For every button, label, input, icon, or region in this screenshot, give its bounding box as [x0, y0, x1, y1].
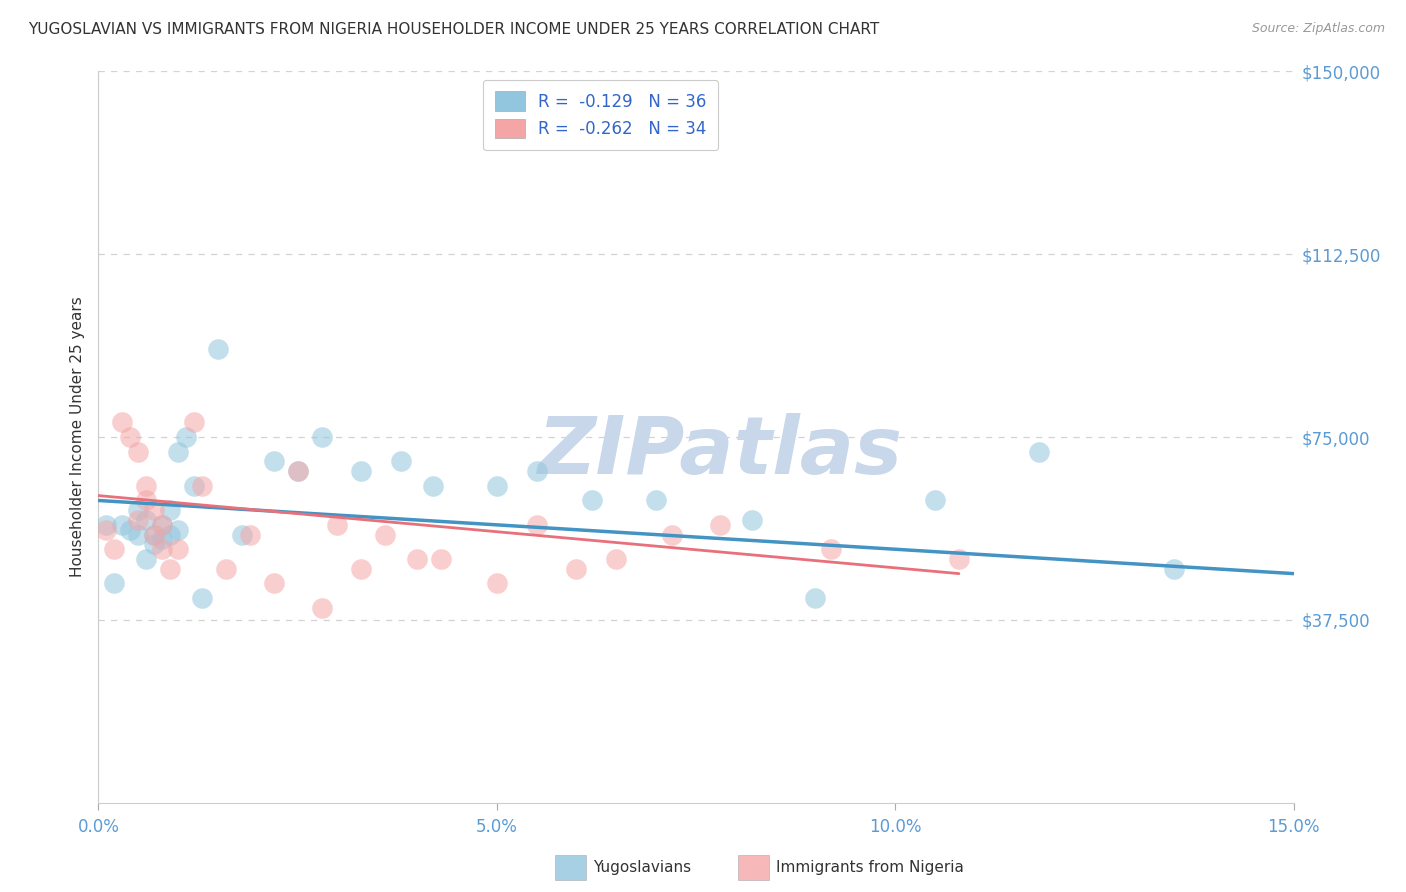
Legend: R =  -0.129   N = 36, R =  -0.262   N = 34: R = -0.129 N = 36, R = -0.262 N = 34 — [482, 79, 718, 150]
Text: YUGOSLAVIAN VS IMMIGRANTS FROM NIGERIA HOUSEHOLDER INCOME UNDER 25 YEARS CORRELA: YUGOSLAVIAN VS IMMIGRANTS FROM NIGERIA H… — [28, 22, 879, 37]
Point — [231, 527, 253, 541]
Point — [103, 576, 125, 591]
Point — [135, 493, 157, 508]
Point — [406, 552, 429, 566]
Point — [150, 533, 173, 547]
Point — [127, 513, 149, 527]
Point — [526, 464, 548, 478]
Text: Source: ZipAtlas.com: Source: ZipAtlas.com — [1251, 22, 1385, 36]
Point — [111, 416, 134, 430]
Y-axis label: Householder Income Under 25 years: Householder Income Under 25 years — [69, 297, 84, 577]
Point — [103, 542, 125, 557]
Point — [374, 527, 396, 541]
Point — [526, 517, 548, 532]
Point — [287, 464, 309, 478]
Point — [174, 430, 197, 444]
Point — [143, 503, 166, 517]
Point — [645, 493, 668, 508]
Point — [820, 542, 842, 557]
Point — [96, 523, 118, 537]
Point — [605, 552, 627, 566]
Point — [150, 542, 173, 557]
Point — [143, 527, 166, 541]
Point — [215, 562, 238, 576]
Point — [191, 479, 214, 493]
Point — [150, 517, 173, 532]
Point — [183, 479, 205, 493]
Point — [127, 527, 149, 541]
Point — [263, 576, 285, 591]
Point — [422, 479, 444, 493]
Point — [263, 454, 285, 468]
Point — [350, 562, 373, 576]
Point — [143, 537, 166, 551]
Point — [135, 513, 157, 527]
Point — [159, 503, 181, 517]
Point — [709, 517, 731, 532]
Point — [741, 513, 763, 527]
Point — [120, 523, 142, 537]
Point — [159, 562, 181, 576]
Point — [565, 562, 588, 576]
Point — [127, 503, 149, 517]
Point — [389, 454, 412, 468]
Point — [167, 542, 190, 557]
Point — [167, 523, 190, 537]
Point — [430, 552, 453, 566]
Point — [127, 444, 149, 458]
Point — [350, 464, 373, 478]
Point — [661, 527, 683, 541]
Point — [326, 517, 349, 532]
Point — [183, 416, 205, 430]
Point — [207, 343, 229, 357]
Point — [804, 591, 827, 605]
Point — [581, 493, 603, 508]
Point — [96, 517, 118, 532]
Text: Yugoslavians: Yugoslavians — [593, 861, 692, 875]
Point — [111, 517, 134, 532]
Point — [191, 591, 214, 605]
Point — [150, 517, 173, 532]
Point — [239, 527, 262, 541]
Point — [485, 576, 508, 591]
Point — [143, 527, 166, 541]
Point — [159, 527, 181, 541]
Point — [120, 430, 142, 444]
Text: ZIPatlas: ZIPatlas — [537, 413, 903, 491]
Point — [311, 600, 333, 615]
Point — [167, 444, 190, 458]
Point — [485, 479, 508, 493]
Point — [135, 479, 157, 493]
Point — [311, 430, 333, 444]
Point — [924, 493, 946, 508]
Point — [287, 464, 309, 478]
Point — [1028, 444, 1050, 458]
Text: Immigrants from Nigeria: Immigrants from Nigeria — [776, 861, 965, 875]
Point — [1163, 562, 1185, 576]
Point — [135, 552, 157, 566]
Point — [948, 552, 970, 566]
